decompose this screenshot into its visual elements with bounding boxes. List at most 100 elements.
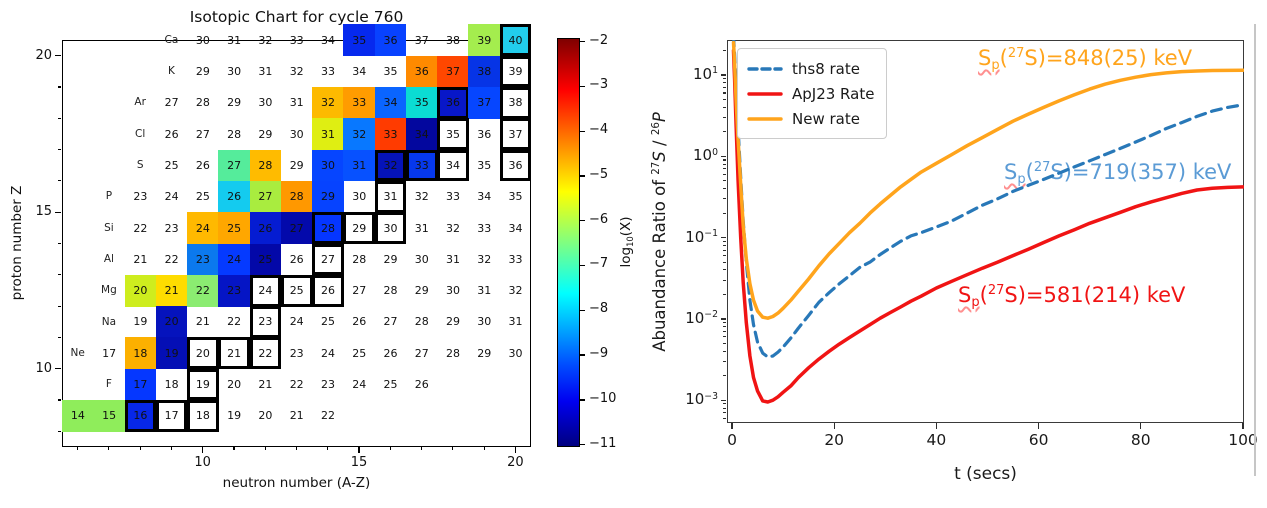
isotope-cell: 24 <box>289 315 304 329</box>
isotope-cell: 27 <box>195 127 210 141</box>
isotope-cell: 25 <box>320 315 335 329</box>
isotope-cell: 31 <box>227 33 242 47</box>
element-label: Al <box>103 252 114 265</box>
isotope-cell: 27 <box>164 96 179 110</box>
isotope-cell: 26 <box>289 252 304 266</box>
isotope-cell: 29 <box>289 158 304 172</box>
x-tick-label: 20 <box>507 455 524 470</box>
y-minor-tick <box>723 82 727 84</box>
y-minor-tick <box>723 198 727 200</box>
y-tick-label: 10−3 <box>685 390 718 409</box>
y-axis-tick <box>57 305 61 307</box>
x-axis-tick <box>358 447 360 453</box>
element-label: P <box>105 190 113 203</box>
isotope-cell: 33 <box>446 190 461 204</box>
y-axis-tick <box>57 242 61 245</box>
isotope-cell: 31 <box>289 96 304 110</box>
x-major-tick <box>1242 423 1244 429</box>
colorbar-tick <box>580 264 585 267</box>
isotope-cell: 23 <box>164 221 179 235</box>
x-axis-tick <box>420 447 423 451</box>
isotope-cell: 28 <box>352 252 367 266</box>
isotope-cell: 20 <box>155 306 188 338</box>
isotope-cell: 40 <box>499 24 532 57</box>
isotope-cell: 23 <box>187 243 219 276</box>
y-minor-tick <box>723 407 727 409</box>
y-minor-tick <box>723 212 727 214</box>
isotope-cell: 23 <box>133 190 148 204</box>
y-minor-tick <box>723 403 727 405</box>
isotope-cell: 35 <box>405 86 438 119</box>
isotope-cell: 27 <box>218 149 250 182</box>
isotope-cell: 19 <box>133 315 148 329</box>
isotope-cell: 21 <box>133 252 148 266</box>
y-minor-tick <box>723 375 727 377</box>
isotope-cell: 32 <box>508 284 523 298</box>
isotope-cell: 32 <box>414 190 429 204</box>
isotope-cell: 24 <box>249 274 282 307</box>
isotope-cell: 33 <box>477 221 492 235</box>
isotope-cell: 25 <box>218 212 250 244</box>
legend-line-sample <box>747 116 783 121</box>
isotope-cell: 20 <box>124 274 157 307</box>
isotope-cell: 30 <box>446 284 461 298</box>
isotope-cell: 17 <box>124 368 157 401</box>
isotope-cell: 23 <box>320 378 335 392</box>
colorbar-tick-label: −5 <box>589 166 609 182</box>
isotope-cell: 33 <box>289 33 304 47</box>
isotope-cell: 32 <box>289 64 304 78</box>
isotope-cell: 33 <box>374 118 407 150</box>
y-minor-tick <box>723 168 727 170</box>
legend-item: New rate <box>747 106 875 131</box>
neutron-axis-label: neutron number (A-Z) <box>222 475 371 491</box>
isotope-cell: 26 <box>164 127 179 141</box>
element-label: Mg <box>101 284 117 297</box>
isotope-cell: 29 <box>414 284 429 298</box>
y-minor-tick <box>723 49 727 52</box>
x-tick-label: 15 <box>350 455 368 470</box>
x-major-tick <box>731 423 733 429</box>
isotope-cell: 29 <box>258 127 273 141</box>
y-tick-label: 100 <box>692 146 718 165</box>
x-axis-tick <box>295 447 298 451</box>
isotope-cell: 34 <box>477 190 492 204</box>
isotope-cell: 37 <box>468 86 501 119</box>
isotope-cell: 28 <box>227 127 242 141</box>
isotope-cell: 15 <box>93 400 125 432</box>
isotope-cell: 30 <box>227 64 242 78</box>
element-label: Ar <box>134 96 146 109</box>
legend-line-sample <box>747 66 783 71</box>
colorbar-tick-label: −6 <box>589 211 609 227</box>
colorbar-tick-label: −8 <box>589 301 609 317</box>
isotope-cell: 30 <box>477 315 492 329</box>
time-axis-label: t (secs) <box>954 464 1017 484</box>
isotope-cell: 16 <box>124 400 157 432</box>
element-label: K <box>167 65 175 78</box>
x-axis-tick <box>514 447 516 453</box>
x-tick-label: 80 <box>1130 431 1151 449</box>
isotope-cell: 29 <box>343 212 376 244</box>
x-major-tick <box>935 423 938 429</box>
y-major-tick <box>720 155 726 157</box>
isotope-cell: 30 <box>414 252 429 266</box>
isotope-cell: 37 <box>414 33 429 47</box>
y-minor-tick <box>723 92 727 94</box>
isotope-cell: 33 <box>405 149 438 182</box>
isotope-cell: 29 <box>383 252 398 266</box>
y-axis-tick <box>55 211 61 213</box>
element-label: Si <box>104 221 114 234</box>
x-tick-label: 0 <box>727 431 737 449</box>
y-major-tick <box>720 74 726 76</box>
isotope-cell: 17 <box>102 346 117 360</box>
isotope-cell: 38 <box>468 55 501 88</box>
isotope-cell: 34 <box>320 33 335 47</box>
y-tick-label: 10−1 <box>685 227 718 246</box>
y-minor-tick <box>723 249 727 251</box>
isotope-cell: 26 <box>383 346 398 360</box>
x-major-tick <box>1140 423 1142 429</box>
isotope-cell: 30 <box>352 190 367 204</box>
isotope-cell: 36 <box>499 149 532 182</box>
colorbar-tick <box>580 41 585 43</box>
y-minor-tick <box>723 98 727 101</box>
isotope-cell: 24 <box>352 378 367 392</box>
